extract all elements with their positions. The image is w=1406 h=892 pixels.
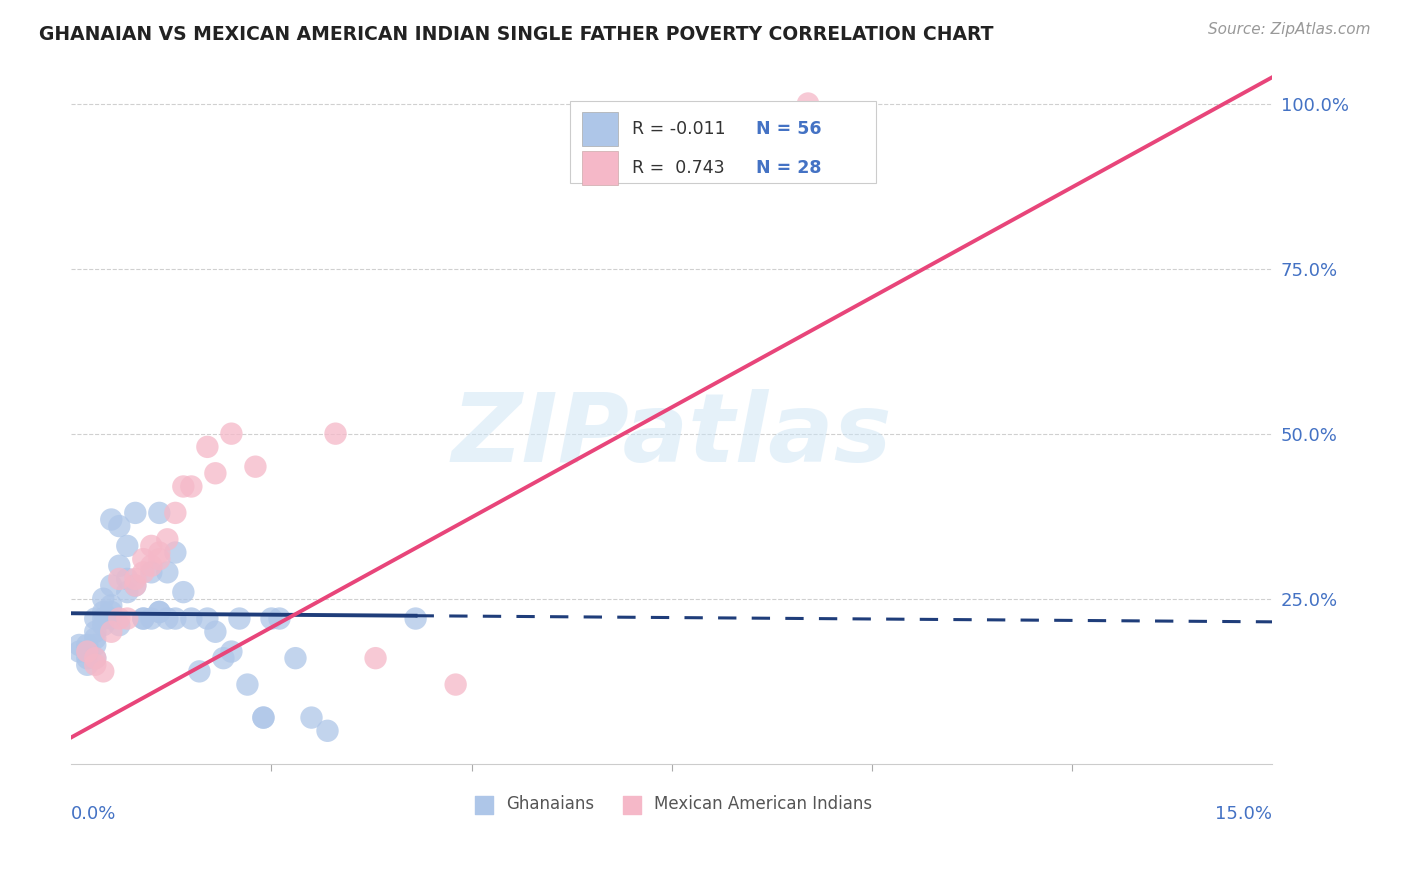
Point — [100, 578, 122, 592]
Point — [132, 611, 155, 625]
Point — [188, 665, 211, 679]
Point — [100, 611, 122, 625]
Text: 15.0%: 15.0% — [1215, 805, 1272, 823]
Point — [204, 467, 226, 481]
Point — [100, 512, 122, 526]
Point — [260, 611, 283, 625]
FancyBboxPatch shape — [582, 151, 617, 185]
Point — [84, 624, 107, 639]
Point — [108, 572, 131, 586]
Point — [67, 638, 90, 652]
Point — [316, 723, 339, 738]
Point — [245, 459, 267, 474]
Point — [76, 657, 98, 672]
Point — [156, 566, 179, 580]
Point — [252, 710, 274, 724]
Point — [172, 479, 194, 493]
Text: Source: ZipAtlas.com: Source: ZipAtlas.com — [1208, 22, 1371, 37]
Point — [165, 611, 187, 625]
Point — [108, 618, 131, 632]
Text: 0.0%: 0.0% — [72, 805, 117, 823]
FancyBboxPatch shape — [582, 112, 617, 146]
Point — [284, 651, 307, 665]
Point — [180, 479, 202, 493]
Point — [212, 651, 235, 665]
Point — [236, 677, 259, 691]
Point — [221, 426, 243, 441]
Point — [221, 644, 243, 658]
Point — [108, 558, 131, 573]
Point — [117, 611, 139, 625]
Point — [165, 506, 187, 520]
Point — [797, 96, 820, 111]
Text: GHANAIAN VS MEXICAN AMERICAN INDIAN SINGLE FATHER POVERTY CORRELATION CHART: GHANAIAN VS MEXICAN AMERICAN INDIAN SING… — [39, 25, 994, 44]
Text: R = -0.011: R = -0.011 — [633, 120, 725, 138]
Point — [91, 605, 114, 619]
Point — [132, 552, 155, 566]
Point — [148, 605, 170, 619]
Point — [269, 611, 291, 625]
Point — [124, 578, 146, 592]
Point — [84, 611, 107, 625]
Point — [76, 638, 98, 652]
Point — [180, 611, 202, 625]
Point — [172, 585, 194, 599]
Point — [84, 657, 107, 672]
Point — [141, 558, 163, 573]
Point — [156, 611, 179, 625]
Text: N = 56: N = 56 — [756, 120, 821, 138]
Point — [67, 644, 90, 658]
Point — [108, 519, 131, 533]
Point — [84, 638, 107, 652]
Point — [117, 539, 139, 553]
Point — [325, 426, 347, 441]
Point — [76, 651, 98, 665]
Point — [156, 533, 179, 547]
Point — [76, 644, 98, 658]
Point — [141, 539, 163, 553]
Point — [84, 651, 107, 665]
Point — [141, 611, 163, 625]
Point — [124, 572, 146, 586]
Point — [91, 591, 114, 606]
Point — [100, 599, 122, 613]
Point — [124, 578, 146, 592]
Point — [141, 566, 163, 580]
Point — [444, 677, 467, 691]
Point — [132, 566, 155, 580]
Text: ZIPatlas: ZIPatlas — [451, 389, 893, 483]
Point — [100, 624, 122, 639]
Point — [148, 545, 170, 559]
Point — [405, 611, 427, 625]
Point — [195, 440, 218, 454]
Point — [132, 611, 155, 625]
Point — [117, 572, 139, 586]
Point — [301, 710, 323, 724]
Point — [165, 545, 187, 559]
Point — [195, 611, 218, 625]
Point — [252, 710, 274, 724]
Point — [76, 644, 98, 658]
Text: N = 28: N = 28 — [756, 159, 821, 177]
Legend: Ghanaians, Mexican American Indians: Ghanaians, Mexican American Indians — [464, 789, 879, 820]
Point — [124, 506, 146, 520]
Point — [108, 611, 131, 625]
Point — [91, 665, 114, 679]
Point — [84, 651, 107, 665]
Point — [100, 605, 122, 619]
Point — [148, 605, 170, 619]
Point — [91, 618, 114, 632]
Point — [117, 585, 139, 599]
Point — [91, 611, 114, 625]
Point — [148, 506, 170, 520]
Point — [148, 552, 170, 566]
Point — [228, 611, 250, 625]
Point — [364, 651, 387, 665]
Text: R =  0.743: R = 0.743 — [633, 159, 725, 177]
FancyBboxPatch shape — [569, 101, 876, 183]
Point — [204, 624, 226, 639]
Point — [84, 632, 107, 646]
